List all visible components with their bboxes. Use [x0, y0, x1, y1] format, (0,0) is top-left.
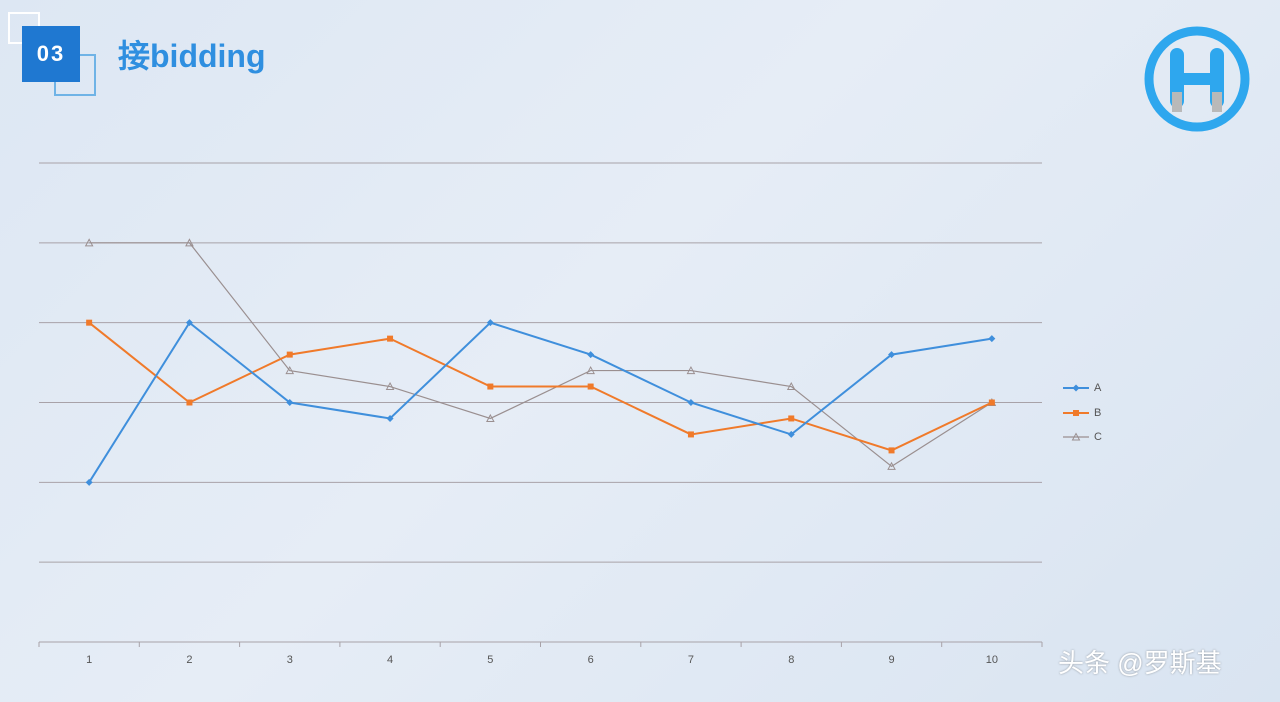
series-a-point — [185, 319, 193, 327]
x-axis: 1 2 3 4 5 6 7 8 9 10 — [38, 641, 1043, 666]
x-tick-label: 3 — [287, 654, 293, 666]
x-tick-label: 6 — [588, 654, 594, 666]
legend-item-c: C — [1062, 425, 1102, 450]
legend-marker-a — [1072, 384, 1080, 392]
x-tick-label: 8 — [788, 654, 794, 666]
series-c-line — [89, 242, 993, 468]
series-b-point — [988, 399, 995, 406]
section-number-badge: 03 — [22, 26, 80, 82]
series-c-point — [887, 461, 896, 470]
x-tick-label: 2 — [186, 654, 192, 666]
chart-series — [84, 238, 997, 486]
legend-label: B — [1094, 406, 1102, 419]
x-tick-label: 4 — [387, 654, 393, 666]
legend-marker-c — [1071, 432, 1081, 441]
series-a-point — [988, 335, 996, 343]
series-a-line — [88, 321, 993, 483]
series-b-point — [387, 335, 394, 342]
series-c-point — [285, 366, 295, 375]
series-b-point — [86, 319, 93, 326]
series-c-point — [686, 366, 696, 375]
x-tick-label: 9 — [888, 654, 894, 666]
series-c-point — [586, 366, 595, 375]
legend-item-a: A — [1062, 376, 1102, 401]
series-a-point — [587, 351, 595, 359]
series-b-line — [88, 321, 993, 452]
series-a-point — [486, 319, 494, 327]
series-c-point — [786, 381, 796, 391]
legend-label: A — [1094, 382, 1102, 395]
series-a-point — [888, 351, 896, 359]
legend-swatch-a — [1063, 384, 1089, 392]
series-a-point — [787, 430, 795, 438]
x-tick-label: 7 — [688, 654, 694, 666]
legend-label: C — [1094, 431, 1102, 444]
series-b-point — [587, 383, 594, 390]
legend-swatch-b — [1063, 409, 1089, 416]
series-a-point — [286, 399, 294, 406]
series-b-point — [286, 351, 293, 358]
legend-swatch-c — [1063, 432, 1089, 441]
series-b-point — [487, 383, 494, 390]
x-tick-label: 10 — [986, 654, 998, 666]
x-tick-label: 5 — [487, 654, 493, 666]
series-c-point — [486, 413, 495, 422]
series-b-point — [687, 431, 694, 438]
series-c-point — [385, 381, 395, 391]
watermark-text: 头条 @罗斯基 — [1058, 648, 1222, 678]
legend-marker-b — [1073, 409, 1079, 416]
chart-grid — [39, 162, 1042, 563]
series-a-point — [386, 414, 394, 422]
series-a-point — [85, 478, 93, 486]
series-a-point — [687, 399, 695, 406]
x-tick-label: 1 — [86, 654, 92, 666]
series-b-point — [788, 415, 795, 422]
series-b-point — [888, 447, 895, 454]
w-logo-icon — [1144, 26, 1250, 132]
series-c-point — [185, 238, 194, 247]
page-title: 接bidding — [118, 38, 266, 74]
series-c-point — [84, 238, 94, 247]
legend-item-b: B — [1062, 401, 1102, 426]
series-b-point — [186, 399, 193, 406]
